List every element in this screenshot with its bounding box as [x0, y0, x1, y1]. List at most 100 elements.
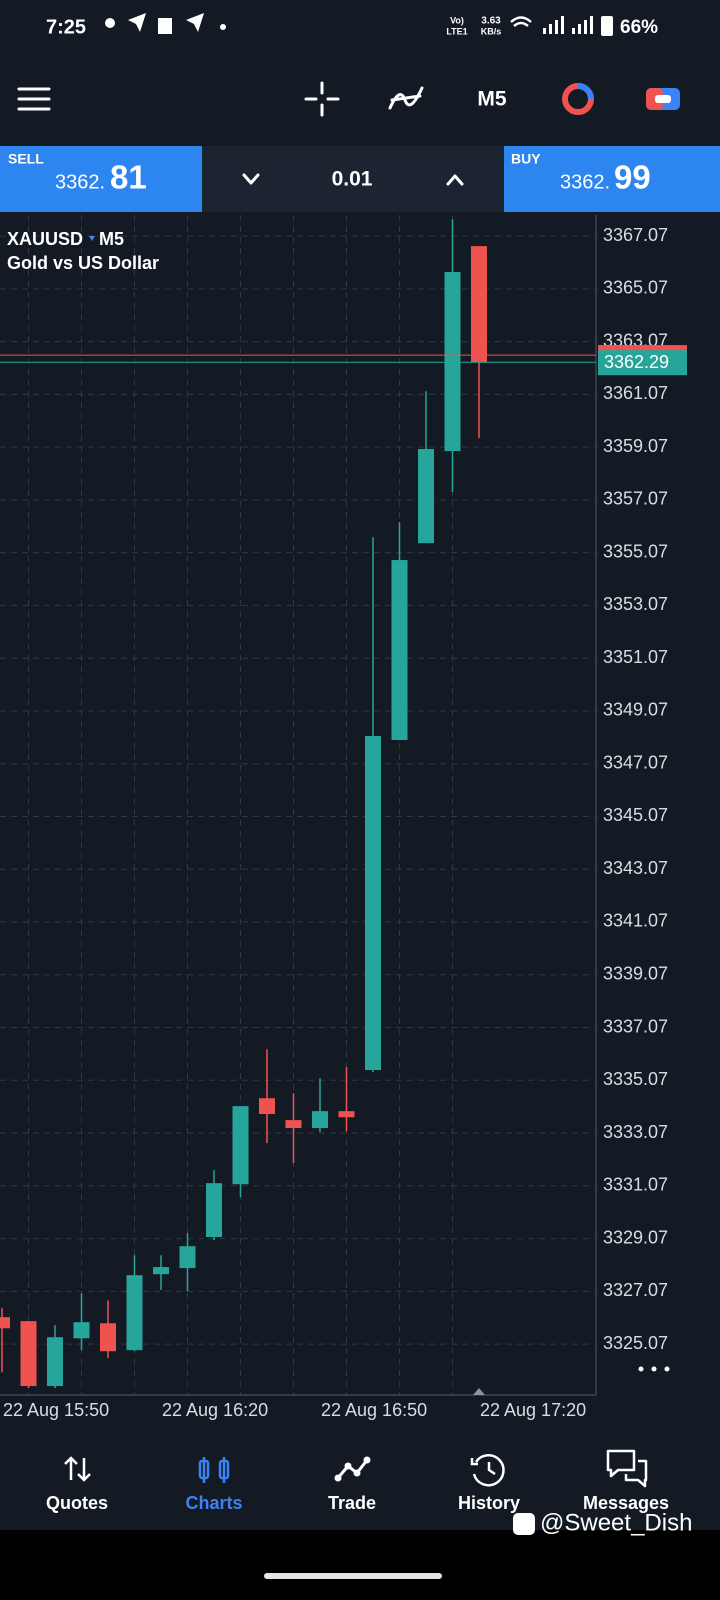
- chart: 3325.07 3327.07 3329.07 3331.07 3333.07 3335.…: [0, 213, 720, 1420]
- trade-icon: [336, 1459, 369, 1479]
- sell-button[interactable]: [0, 146, 202, 212]
- bid-label: 3362.29: [604, 352, 669, 372]
- volte: LTE1: [446, 26, 467, 36]
- y-tick-label: 3365.07: [603, 278, 668, 298]
- y-tick-label: 3345.07: [603, 805, 668, 825]
- y-tick-label: 3341.07: [603, 911, 668, 931]
- y-tick-label: 3327.07: [603, 1280, 668, 1300]
- clock: 7:25: [46, 16, 86, 38]
- charts-icon: [198, 1459, 210, 1480]
- volume-up[interactable]: [446, 174, 464, 186]
- symbol-dropdown[interactable]: [89, 236, 95, 241]
- buy-button[interactable]: [504, 146, 720, 212]
- nav-item[interactable]: Charts: [185, 1493, 242, 1513]
- sell-price: 3362.: [55, 171, 105, 193]
- y-tick-label: 3325.07: [603, 1333, 668, 1353]
- y-tick-label: 3333.07: [603, 1122, 668, 1142]
- menu-button[interactable]: [17, 87, 51, 111]
- y-tick-label: 3355.07: [603, 541, 668, 561]
- current-time-marker: [473, 1388, 485, 1395]
- volume-down[interactable]: [242, 173, 260, 185]
- more-button: [664, 1366, 670, 1372]
- trade-icon: [334, 1474, 342, 1482]
- candle-body: [471, 246, 487, 363]
- status-icon: [105, 18, 115, 28]
- candle-body: [20, 1321, 37, 1387]
- y-tick-label: 3351.07: [603, 647, 668, 667]
- battery-icon: [601, 16, 613, 36]
- volte: Vo): [450, 15, 464, 25]
- y-tick-label: 3329.07: [603, 1227, 668, 1247]
- y-tick-label: 3359.07: [603, 436, 668, 456]
- system-nav: [0, 1530, 720, 1600]
- status-icon: [186, 13, 204, 32]
- nav-item[interactable]: Trade: [328, 1493, 376, 1513]
- y-tick-label: 3337.07: [603, 1016, 668, 1036]
- speed: KB/s: [481, 26, 502, 36]
- bid-label-box: [598, 350, 687, 376]
- nav-item[interactable]: History: [458, 1493, 520, 1513]
- y-tick-label: 3335.07: [603, 1069, 668, 1089]
- trade-icon: [353, 1469, 361, 1477]
- charts-icon: [218, 1459, 230, 1480]
- status-icon: [158, 18, 172, 34]
- indicators-button[interactable]: [388, 86, 424, 110]
- candle-body: [285, 1120, 302, 1129]
- y-tick-label: 3357.07: [603, 489, 668, 509]
- timeframe-button[interactable]: M5: [477, 88, 506, 111]
- chart-title: Gold vs US Dollar: [7, 253, 159, 273]
- nav-item[interactable]: Quotes: [46, 1493, 108, 1513]
- toggle-button: [646, 88, 663, 110]
- y-tick-label: 3367.07: [603, 225, 668, 245]
- y-tick-label: 3349.07: [603, 700, 668, 720]
- candle-body: [444, 271, 461, 452]
- wifi-icon: [510, 16, 532, 27]
- candle-body: [232, 1106, 249, 1185]
- y-tick-label: 3353.07: [603, 594, 668, 614]
- candle-body: [312, 1111, 328, 1129]
- y-tick-label: 3343.07: [603, 858, 668, 878]
- more-button[interactable]: [638, 1366, 644, 1372]
- chart-overlay: XAUUSD M5 Gold vs US Dollar: [7, 229, 670, 1372]
- speed: 3.63: [481, 16, 501, 27]
- y-tick-label: 3347.07: [603, 752, 668, 772]
- candle-body: [259, 1098, 275, 1115]
- quotes-icon: [64, 1456, 91, 1482]
- status-bar: 7:25 Vo) LTE1 3.63 KB/s 66%: [46, 13, 658, 38]
- trade-icon: [363, 1456, 371, 1464]
- buy-price: 3362.: [560, 171, 610, 193]
- x-tick-label: 22 Aug 15:50: [3, 1400, 109, 1420]
- candle-body: [338, 1111, 355, 1118]
- x-tick-label: 22 Aug 16:20: [162, 1400, 268, 1420]
- toggle-button: [655, 95, 671, 103]
- candle-body: [206, 1183, 222, 1237]
- y-tick-label: 3361.07: [603, 383, 668, 403]
- x-tick-label: 22 Aug 17:20: [480, 1400, 586, 1420]
- watermark: @Sweet_Dish: [540, 1509, 692, 1536]
- buy-price: 99: [614, 159, 651, 196]
- one-click-trading: [577, 83, 594, 100]
- symbol[interactable]: XAUUSD: [7, 229, 83, 249]
- trade-panel: SELL 3362. 81 0.01 BUY 3362. 99: [0, 146, 720, 212]
- y-tick-label: 3339.07: [603, 964, 668, 984]
- toolbar: M5: [17, 81, 680, 117]
- candle-body: [47, 1337, 63, 1387]
- signal-icon: [543, 16, 593, 34]
- history-icon: [470, 1454, 505, 1487]
- gesture-bar[interactable]: [264, 1573, 442, 1579]
- candle-body: [365, 736, 381, 1070]
- buy-label: BUY: [511, 151, 541, 167]
- candle-body: [418, 448, 434, 544]
- sell-price: 81: [110, 159, 147, 196]
- chart-area: [0, 213, 720, 1420]
- candle-body: [126, 1275, 143, 1351]
- y-tick-label: 3331.07: [603, 1175, 668, 1195]
- candle-body: [391, 560, 408, 740]
- sell-label: SELL: [8, 151, 44, 167]
- nav-item[interactable]: Messages: [583, 1493, 669, 1513]
- candle-body: [153, 1267, 169, 1275]
- crosshair-button[interactable]: [304, 81, 340, 117]
- volume[interactable]: 0.01: [332, 168, 373, 191]
- trade-icon: [344, 1462, 352, 1470]
